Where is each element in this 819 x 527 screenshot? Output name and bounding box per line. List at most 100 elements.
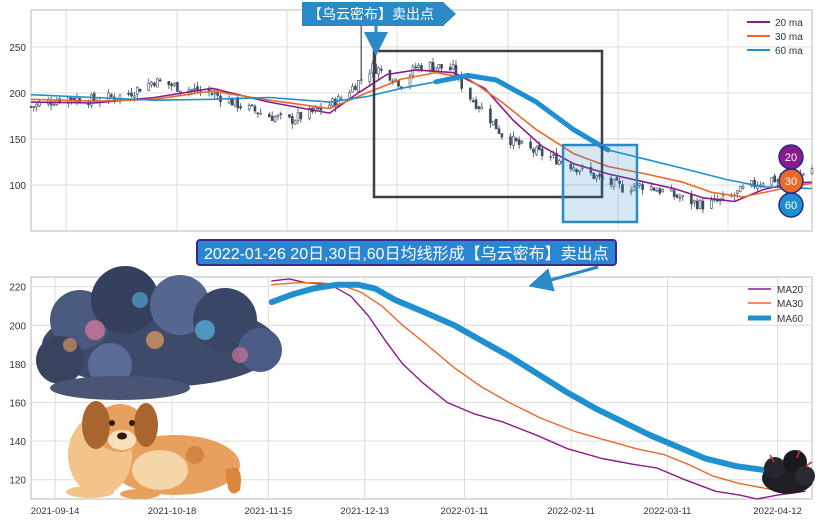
top-series-30-ma	[30, 71, 813, 198]
candle-body	[32, 106, 36, 108]
candle-body	[147, 82, 151, 91]
candle-body	[658, 188, 662, 194]
candle-body	[230, 98, 234, 106]
candle-body	[213, 92, 217, 95]
dog-icon	[66, 401, 241, 499]
candle-body	[776, 179, 779, 182]
candle-body	[540, 148, 544, 157]
bottom-callout-label: 2022-01-26 20日,30日,60日均线形成【乌云密布】卖出点	[196, 239, 617, 266]
top-ma-lines	[30, 69, 813, 203]
bottom-y-tick-labels: 120 140 160 180 200 220	[9, 283, 26, 487]
candle-body	[537, 145, 541, 150]
candle-body	[253, 106, 257, 112]
candle-body	[288, 114, 291, 118]
candle-body	[431, 62, 435, 71]
bottom-y-tick-label: 200	[9, 321, 26, 332]
candle-body	[138, 88, 142, 92]
crossover-region-box	[561, 143, 639, 224]
candle-body	[471, 100, 475, 102]
candle-body	[394, 78, 397, 81]
candle-body	[773, 175, 776, 183]
candle-body	[477, 106, 481, 109]
candle-body	[572, 167, 575, 171]
candle-body	[440, 64, 443, 69]
candle-body	[491, 120, 495, 126]
candle-body	[770, 177, 774, 186]
legend-label-MA60: MA60	[777, 314, 804, 325]
badge-60-circle	[778, 192, 804, 218]
candle-body	[558, 160, 561, 165]
bottom-y-tick-label: 140	[9, 437, 26, 448]
candle-body	[655, 189, 659, 192]
bottom-series-MA20	[271, 278, 806, 500]
candle-body	[480, 106, 484, 110]
top-callout-label: 【乌云密布】卖出点	[302, 2, 444, 26]
candle-body	[738, 186, 742, 193]
candle-body	[695, 200, 699, 209]
candle-body	[670, 188, 673, 192]
bottom-x-tick-label: 2022-02-11	[547, 506, 595, 517]
candle-body	[701, 200, 705, 210]
candle-body	[35, 103, 39, 108]
candle-body	[299, 112, 303, 120]
candle-body	[512, 135, 515, 146]
candle-body	[316, 107, 320, 110]
cloud-icon	[36, 266, 282, 400]
candle-body	[802, 173, 805, 176]
bottom-y-tick-label: 120	[9, 476, 26, 487]
bottom-plot-frame	[30, 276, 813, 500]
candle-body	[428, 61, 432, 71]
candle-body	[451, 64, 455, 70]
candle-body	[107, 92, 110, 101]
candle-body	[250, 104, 254, 107]
candle-body	[133, 95, 136, 98]
candle-body	[273, 116, 277, 122]
candle-body	[532, 148, 535, 153]
candle-body	[753, 179, 756, 188]
candle-body	[514, 137, 518, 141]
candle-body	[239, 106, 242, 109]
badge-60-label: 60	[785, 200, 797, 212]
candle-body	[652, 187, 656, 191]
candle-body	[176, 81, 179, 92]
candle-body	[497, 128, 501, 134]
candle-body	[552, 154, 555, 156]
candle-body	[598, 174, 601, 177]
badge-30: 30	[778, 168, 804, 194]
candle-body	[29, 106, 33, 108]
candle-body	[276, 115, 280, 118]
candle-body	[761, 183, 765, 187]
candle-body	[388, 69, 392, 81]
candle-body	[469, 87, 472, 100]
top-series-60ma-highlight	[433, 72, 611, 153]
candle-body	[575, 168, 578, 173]
decline-region-box	[372, 49, 604, 199]
bottom-x-tick-label: 2022-04-12	[753, 506, 802, 517]
bottom-x-tick-labels: 2021-09-14 2021-10-18 2021-11-15 2021-12-13…	[31, 506, 802, 517]
candle-body	[592, 172, 596, 179]
candle-body	[339, 97, 343, 100]
bottom-x-tick-label: 2021-11-15	[244, 506, 292, 517]
bottom-y-tick-label: 220	[9, 283, 26, 294]
candle-body	[308, 107, 311, 119]
candle-body	[256, 112, 260, 115]
candle-body	[621, 184, 624, 193]
legend-label-MA30: MA30	[777, 299, 804, 310]
bottom-x-tick-label: 2021-12-13	[340, 506, 389, 517]
top-y-tick-label: 100	[9, 181, 26, 192]
candle-body	[359, 79, 363, 81]
legend-label-MA20: MA20	[777, 285, 804, 296]
badge-20-label: 20	[785, 152, 797, 164]
candle-body	[509, 136, 512, 145]
top-legend: 20 ma 30 ma 60 ma	[747, 18, 803, 57]
candle-body	[710, 199, 713, 209]
candle-body	[578, 169, 581, 173]
candle-body	[190, 89, 194, 91]
candle-body	[259, 113, 263, 115]
candle-body	[692, 200, 696, 203]
candle-body	[247, 104, 251, 110]
top-grid	[31, 10, 812, 231]
top-y-tick-label: 200	[9, 89, 26, 100]
badge-60: 60	[778, 192, 804, 218]
